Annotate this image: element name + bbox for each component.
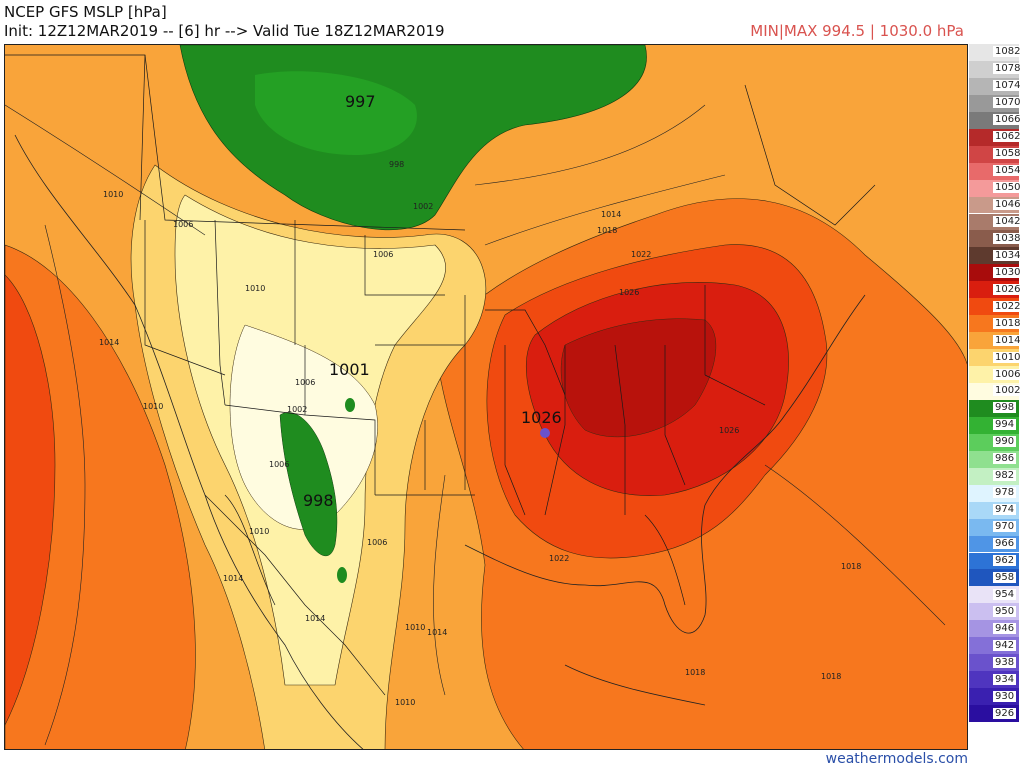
field-1030-core: [560, 318, 717, 438]
field-1022-west: [5, 274, 56, 726]
legend-label: 954: [993, 588, 1017, 600]
isobar-label: 1006: [173, 220, 193, 229]
init-valid-line: Init: 12Z12MAR2019 -- [6] hr --> Valid T…: [4, 22, 445, 40]
legend-label: 1022: [993, 300, 1023, 312]
isobar-label: 1006: [373, 250, 393, 259]
legend-label: 946: [993, 622, 1017, 634]
map-canvas: 997 1001 1026 998 1010 1006 998 1002 100…: [5, 45, 967, 749]
legend-label: 926: [993, 707, 1017, 719]
legend-label: 958: [993, 571, 1017, 583]
min-max-readout: MIN|MAX 994.5 | 1030.0 hPa: [750, 22, 964, 40]
legend-label: 1070: [993, 97, 1023, 109]
legend-label: 966: [993, 538, 1017, 550]
isobar-label: 1022: [549, 554, 569, 563]
southwest-low-998: [279, 412, 338, 557]
isobar-label: 1006: [367, 538, 387, 547]
site-credit: weathermodels.com: [825, 751, 968, 767]
legend-label: 1038: [993, 232, 1023, 244]
field-1018-west: [5, 244, 196, 749]
isobar-label: 1022: [631, 250, 651, 259]
isobar-label: 1018: [597, 226, 617, 235]
legend-label: 1026: [993, 283, 1023, 295]
legend-label: 970: [993, 521, 1017, 533]
isobar-label: 1018: [821, 672, 841, 681]
isobar-label: 1010: [245, 284, 265, 293]
legend-label: 1066: [993, 114, 1023, 126]
legend-label: 974: [993, 504, 1017, 516]
isobar-label: 1014: [99, 338, 119, 347]
small-low-blob: [337, 567, 347, 583]
legend-label: 942: [993, 639, 1017, 651]
isobar-label: 1002: [413, 202, 433, 211]
north-low-core: [255, 71, 417, 155]
isobar-label: 1006: [295, 378, 315, 387]
high-center-marker: [540, 428, 550, 438]
legend-label: 1018: [993, 317, 1023, 329]
legend-label: 998: [993, 402, 1017, 414]
isobars: [5, 104, 946, 746]
legend-label: 1078: [993, 63, 1023, 75]
isobar-label: 1010: [249, 527, 269, 536]
isobar-label: 998: [389, 160, 404, 169]
isobar-label: 1014: [427, 628, 447, 637]
legend-label: 1058: [993, 148, 1023, 160]
legend-label: 1054: [993, 165, 1023, 177]
isobar-label: 1010: [405, 623, 425, 632]
legend-label: 1042: [993, 215, 1023, 227]
legend-label: 1046: [993, 199, 1023, 211]
legend-label: 1014: [993, 334, 1023, 346]
isobar-label: 1026: [719, 426, 739, 435]
isobar-label: 1014: [601, 210, 621, 219]
legend-label: 1002: [993, 385, 1023, 397]
political-borders: [5, 54, 876, 696]
isobar-label: 1014: [305, 614, 325, 623]
legend-label: 950: [993, 605, 1017, 617]
center-label-1001: 1001: [329, 360, 370, 379]
legend-label: 994: [993, 419, 1017, 431]
legend-label: 930: [993, 690, 1017, 702]
legend-label: 978: [993, 487, 1017, 499]
pressure-map: 997 1001 1026 998 1010 1006 998 1002 100…: [4, 44, 968, 750]
legend-label: 982: [993, 470, 1017, 482]
isobar-label: 1010: [143, 402, 163, 411]
legend-label: 1082: [993, 46, 1023, 58]
coastline: [14, 134, 866, 749]
legend-label: 1074: [993, 80, 1023, 92]
low-1001-core: [345, 398, 355, 412]
isobar-label: 1018: [841, 562, 861, 571]
center-label-998: 998: [303, 491, 334, 510]
pressure-color-legend: 1082 1078 1074 1070 1066 1062 1058 1054 1050 1046…: [969, 44, 1023, 722]
legend-label: 1010: [993, 351, 1023, 363]
legend-label: 986: [993, 453, 1017, 465]
legend-label: 1006: [993, 368, 1023, 380]
center-label-997: 997: [345, 92, 376, 111]
isobar-label: 1010: [395, 698, 415, 707]
isobar-label: 1002: [287, 405, 307, 414]
legend-label: 1030: [993, 266, 1023, 278]
map-title: NCEP GFS MSLP [hPa]: [4, 3, 167, 21]
legend-label: 962: [993, 554, 1017, 566]
legend-label: 1050: [993, 182, 1023, 194]
isobar-label: 1014: [223, 574, 243, 583]
legend-label: 1034: [993, 249, 1023, 261]
isobar-label: 1026: [619, 288, 639, 297]
legend-label: 938: [993, 656, 1017, 668]
legend-label: 1062: [993, 131, 1023, 143]
center-label-1026: 1026: [521, 408, 562, 427]
legend-label: 990: [993, 436, 1017, 448]
isobar-label: 1010: [103, 190, 123, 199]
isobar-label: 1006: [269, 460, 289, 469]
isobar-label: 1018: [685, 668, 705, 677]
legend-label: 934: [993, 673, 1017, 685]
